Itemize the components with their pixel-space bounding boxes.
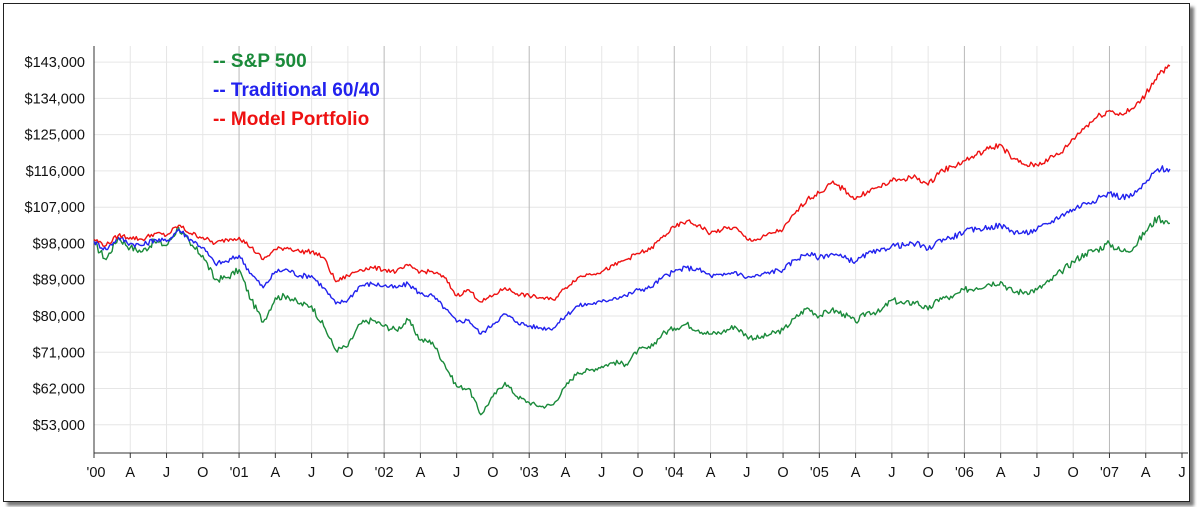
series-line (93, 165, 1171, 335)
y-axis-tick-labels: $143,000 $134,000 $125,000 $116,000 $107,000… (25, 55, 85, 434)
x-tick-label: '05 (810, 465, 829, 481)
x-tick-label: J (888, 465, 895, 481)
x-tick-label: J (163, 465, 170, 481)
legend-entry: -- Model Portfolio (213, 109, 369, 130)
x-tick-label: '06 (955, 465, 974, 481)
x-tick-label: '03 (520, 465, 539, 481)
x-tick-label: '02 (375, 465, 394, 481)
y-tick-label: $71,000 (33, 345, 85, 361)
x-tick-label: O (632, 465, 643, 481)
legend-entry: -- Traditional 60/40 (213, 80, 380, 101)
x-tick-label: A (416, 465, 426, 481)
y-tick-label: $116,000 (26, 164, 85, 180)
x-tick-label: J (598, 465, 605, 481)
y-tick-label: $80,000 (33, 309, 85, 325)
x-axis-tick-labels: '00 A J O '01 A J O '02 A J O '03 A J O '04 A J O '05 A J O '06 A… (87, 465, 1186, 481)
legend: -- S&P 500 -- Traditional 60/40 -- Model P… (213, 51, 380, 130)
x-tick-label: '04 (665, 465, 684, 481)
x-tick-label: O (342, 465, 353, 481)
x-tick-label: A (561, 465, 571, 481)
legend-entry: -- S&P 500 (213, 51, 307, 72)
x-tick-label: J (453, 465, 460, 481)
x-tick-label: J (1033, 465, 1040, 481)
y-tick-label: $134,000 (25, 91, 85, 107)
chart-frame (3, 3, 1190, 502)
y-tick-label: $89,000 (33, 273, 85, 289)
series-lines (93, 64, 1171, 416)
grid-lines (94, 46, 1188, 453)
x-tick-label: A (996, 465, 1006, 481)
series-line (93, 215, 1170, 416)
x-tick-label: A (270, 465, 280, 481)
x-tick-label: O (777, 465, 788, 481)
x-tick-label: '00 (87, 465, 106, 481)
x-tick-label: J (1178, 465, 1185, 481)
x-tick-label: J (308, 465, 315, 481)
x-tick-label: A (1141, 465, 1151, 481)
x-tick-label: '01 (230, 465, 249, 481)
x-tick-label: O (197, 465, 208, 481)
y-tick-label: $107,000 (25, 200, 85, 216)
x-tick-label: O (1068, 465, 1079, 481)
y-tick-label: $143,000 (25, 55, 85, 71)
x-tick-label: O (922, 465, 933, 481)
x-tick-label: A (706, 465, 716, 481)
y-tick-label: $125,000 (25, 128, 85, 144)
axes (93, 46, 1188, 458)
x-tick-label: A (125, 465, 135, 481)
y-tick-label: $98,000 (33, 236, 85, 252)
x-tick-label: O (487, 465, 498, 481)
y-tick-label: $53,000 (33, 418, 85, 434)
y-tick-label: $62,000 (33, 382, 85, 398)
x-tick-label: A (851, 465, 861, 481)
x-tick-label: J (743, 465, 750, 481)
x-tick-label: '07 (1100, 465, 1119, 481)
series-line (93, 64, 1171, 303)
